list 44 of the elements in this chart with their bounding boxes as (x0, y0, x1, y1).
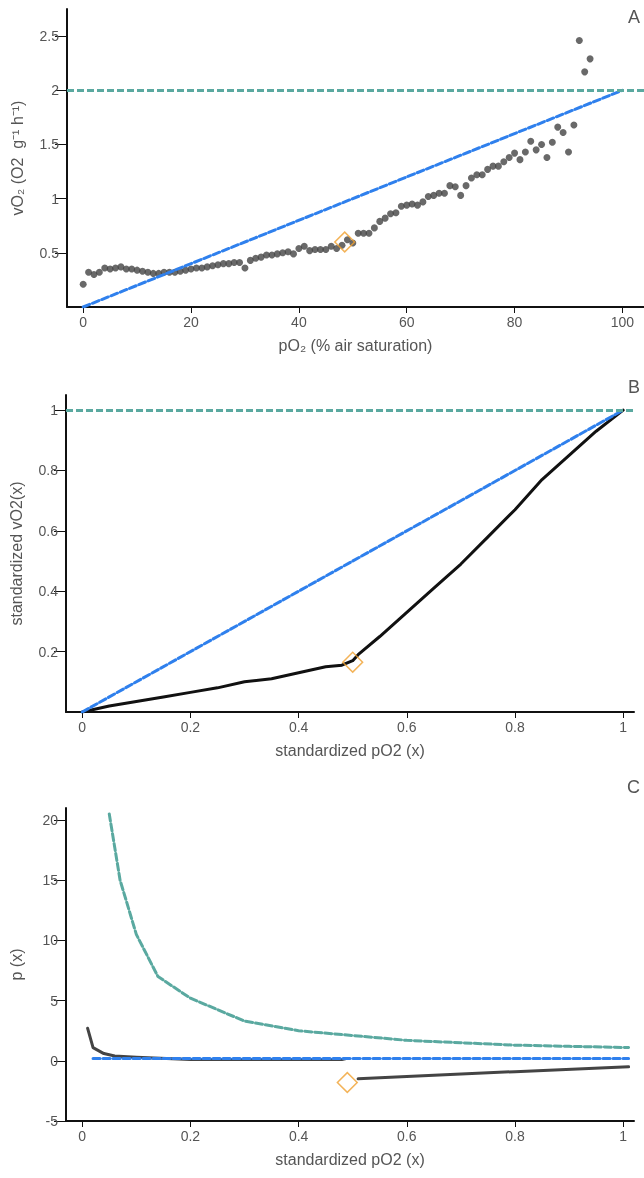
x-tick-label: 0.8 (505, 719, 525, 735)
x-tick-label: 60 (398, 314, 415, 330)
y-tick-label: 20 (42, 812, 59, 829)
y-axis-title: vO₂ (O2 g⁻¹ h⁻¹) (8, 100, 26, 216)
x-tick-label: 0.2 (180, 1128, 201, 1144)
y-axis-title: standardized vO2(x) (7, 481, 25, 626)
y-tick-label: 0.2 (38, 643, 59, 660)
y-tick-label: 0.8 (38, 462, 59, 479)
x-tick-label: 0.6 (397, 719, 417, 735)
y-tick-label: 1 (51, 190, 60, 207)
x-tick-label: 1 (619, 1128, 628, 1144)
y-tick-label: 1 (50, 402, 59, 419)
line-series (107, 812, 631, 1050)
text: C (627, 777, 640, 797)
y-tick-label: 1.5 (39, 136, 60, 153)
y-tick-label: 0.5 (39, 244, 60, 261)
x-tick-label: 0.2 (180, 719, 201, 735)
y-tick-label: -5 (45, 1113, 59, 1129)
x-tick-label: 0.4 (288, 1128, 309, 1144)
y-tick-label: 0.4 (38, 583, 59, 600)
y-tick-label: 2.5 (39, 28, 60, 45)
annotation: A (627, 7, 641, 27)
y-tick-label: 10 (42, 932, 59, 949)
x-tick-label: 0 (78, 719, 87, 735)
x-tick-label: 0 (79, 314, 88, 330)
x-tick-label: 0 (78, 1128, 87, 1144)
annotation: B (627, 377, 641, 397)
x-tick-label: 0.8 (505, 1128, 525, 1144)
x-tick-label: 1 (619, 719, 628, 735)
y-tick-label: 2 (51, 82, 60, 99)
x-tick-label: 0.6 (397, 1128, 417, 1144)
x-axis-title: standardized pO2 (x) (275, 741, 425, 759)
y-axis-title: p (x) (7, 948, 25, 981)
x-axis-title: standardized pO2 (x) (275, 1150, 425, 1168)
y-tick-label: 0.6 (38, 522, 59, 539)
y-tick-label: 15 (42, 872, 59, 889)
x-tick-label: 100 (610, 314, 635, 330)
x-axis-title: pO₂ (% air saturation) (278, 336, 433, 354)
x-tick-label: 20 (183, 314, 200, 330)
x-tick-label: 0.4 (288, 719, 309, 735)
y-tick-label: 5 (50, 992, 59, 1009)
y-tick-label: 0 (50, 1052, 59, 1069)
x-tick-label: 80 (506, 314, 523, 330)
x-tick-label: 40 (291, 314, 307, 330)
